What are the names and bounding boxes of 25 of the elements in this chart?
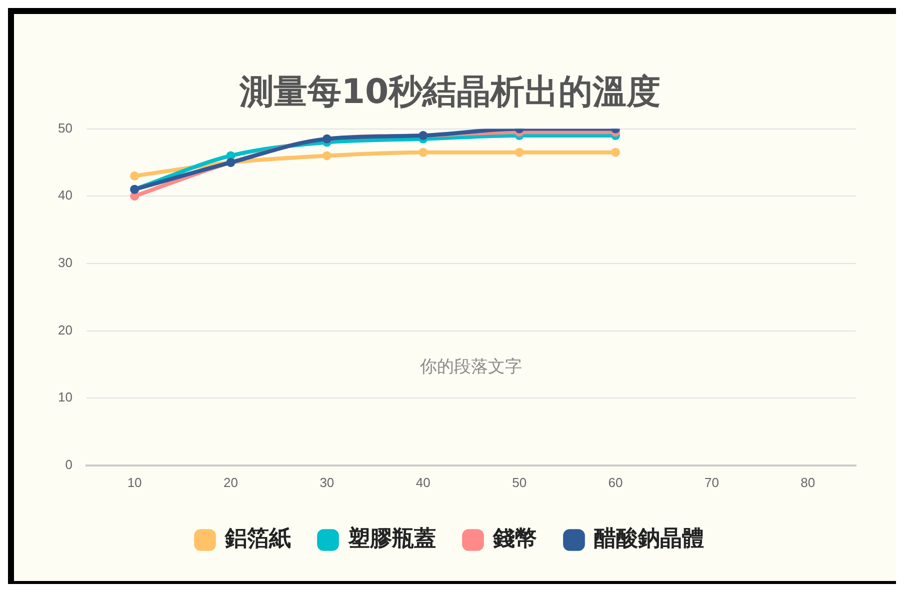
legend-label: 醋酸鈉晶體 [594,526,704,552]
annotation: 你的段落文字 [419,357,522,378]
x-tick-label: 40 [416,474,430,490]
x-tick-label: 50 [512,474,527,490]
x-tick-label: 60 [608,474,623,490]
legend-label: 鋁箔紙 [224,526,291,552]
chart-title: 測量每10秒結晶析出的溫度 [238,72,661,112]
y-tick-label: 20 [58,322,72,338]
point [418,148,428,157]
point [322,151,332,160]
y-tick-label: 40 [58,188,72,203]
x-tick-label: 30 [320,474,334,490]
y-tick-label: 50 [58,120,72,136]
x-tick-label: 20 [224,474,238,490]
y-tick-label: 0 [65,456,72,472]
point [514,148,524,157]
x-tick-label: 70 [704,474,719,490]
point [611,148,620,157]
x-tick-label: 80 [800,474,816,490]
y-tick-label: 10 [58,390,72,405]
x-tick-label: 10 [127,474,142,490]
legend-label: 塑膠瓶蓋 [347,526,436,552]
y-tick-label: 30 [58,255,72,270]
point [130,171,140,180]
legend-label: 錢幣 [492,526,537,552]
